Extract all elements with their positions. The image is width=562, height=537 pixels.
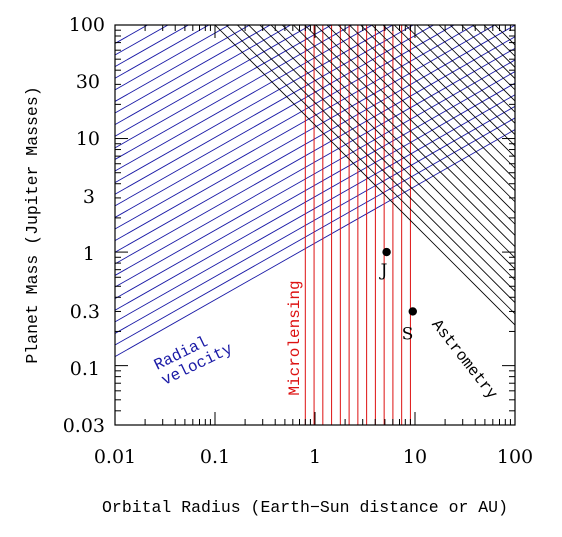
- x-tick-label: 10: [403, 446, 427, 468]
- y-axis-label: Planet Mass (Jupiter Masses): [23, 86, 42, 363]
- y-tick-label: 30: [76, 71, 100, 93]
- data-point-j: [382, 247, 391, 257]
- hatch-layer: [115, 25, 515, 425]
- radial-velocity-hatch-line: [115, 25, 353, 160]
- radial-velocity-hatch-line: [115, 59, 515, 288]
- astrometry-hatch-line: [382, 25, 515, 158]
- y-tick-label: 0.1: [70, 358, 100, 380]
- y-tick-label: 0.03: [63, 415, 105, 437]
- radial-velocity-hatch-line: [115, 25, 271, 114]
- astrometry-hatch-line: [304, 25, 515, 237]
- astrometry-hatch-line: [315, 25, 515, 225]
- astrometry-hatch-line: [270, 25, 515, 270]
- radial-velocity-hatch-line: [115, 47, 515, 276]
- x-tick-labels: 0.01 0.1 1 10 100: [94, 446, 533, 468]
- y-tick-label: 100: [69, 14, 105, 36]
- x-tick-label: 0.01: [94, 446, 136, 468]
- astrometry-hatch-line: [214, 25, 515, 326]
- radial-velocity-hatch-line: [115, 25, 374, 172]
- radial-velocity-hatch-line: [115, 25, 210, 79]
- radial-velocity-hatch-line: [115, 25, 476, 230]
- astrometry-hatch-line: [225, 25, 515, 315]
- radial-velocity-hatch-line: [115, 117, 515, 346]
- astrometry-hatch-line: [371, 25, 515, 169]
- radial-velocity-hatch-line: [115, 25, 455, 218]
- radial-velocity-hatch-line: [115, 25, 496, 242]
- astrometry-hatch-line: [326, 25, 515, 214]
- radial-velocity-hatch-line: [115, 36, 515, 265]
- radial-velocity-hatch-line: [115, 71, 515, 300]
- radial-velocity-hatch-line: [115, 25, 231, 91]
- radial-velocity-label: Radial velocity: [151, 324, 236, 389]
- astrometry-hatch-line: [360, 25, 515, 181]
- y-tick-label: 1: [83, 243, 95, 265]
- data-point-label-s: S: [402, 324, 414, 344]
- axis-ticks: [114, 25, 515, 426]
- data-points: JS: [379, 247, 417, 344]
- astrometry-hatch-line: [337, 25, 515, 203]
- radial-velocity-hatch-line: [115, 25, 333, 149]
- radial-velocity-hatch-line: [115, 82, 515, 311]
- astrometry-label: Astrometry: [428, 316, 502, 403]
- radial-velocity-hatch-line: [115, 25, 415, 195]
- y-tick-label: 0.3: [70, 301, 100, 323]
- microlensing-label: Microlensing: [286, 280, 304, 395]
- y-tick-label: 3: [83, 186, 95, 208]
- astrometry-hatch-line: [349, 25, 515, 192]
- radial-velocity-hatch-line: [115, 25, 515, 253]
- radial-velocity-hatch-line: [115, 25, 394, 184]
- radial-velocity-hatch-line: [115, 25, 149, 44]
- radial-velocity-hatch-line: [115, 129, 515, 358]
- y-tick-labels: 0.03 0.1 0.3 1 3 10 30 100: [63, 14, 105, 437]
- radial-velocity-hatch-line: [115, 94, 515, 323]
- x-axis-label: Orbital Radius (Earth−Sun distance or AU…: [102, 498, 508, 517]
- radial-velocity-hatch-line: [115, 25, 312, 137]
- data-point-label-j: J: [379, 261, 388, 281]
- radial-velocity-hatch-line: [115, 25, 251, 102]
- data-point-s: [408, 307, 417, 316]
- astrometry-hatch-line: [259, 25, 515, 281]
- x-tick-label: 100: [497, 446, 533, 468]
- astrometry-hatch-line: [405, 25, 515, 136]
- radial-velocity-hatch-line: [115, 25, 435, 207]
- radial-velocity-hatch-line: [115, 105, 515, 334]
- astrometry-hatch-line: [393, 25, 515, 147]
- astrometry-hatch-line: [293, 25, 515, 248]
- astrometry-hatch-line: [416, 25, 515, 125]
- x-tick-label: 1: [309, 446, 321, 468]
- x-tick-label: 0.1: [200, 446, 230, 468]
- y-tick-label: 10: [76, 128, 100, 150]
- astrometry-hatch-line: [281, 25, 515, 259]
- astrometry-hatch-line: [427, 25, 515, 113]
- radial-velocity-hatch-line: [115, 25, 292, 126]
- astrometry-hatch-line: [248, 25, 515, 293]
- astrometry-hatch-line: [237, 25, 515, 304]
